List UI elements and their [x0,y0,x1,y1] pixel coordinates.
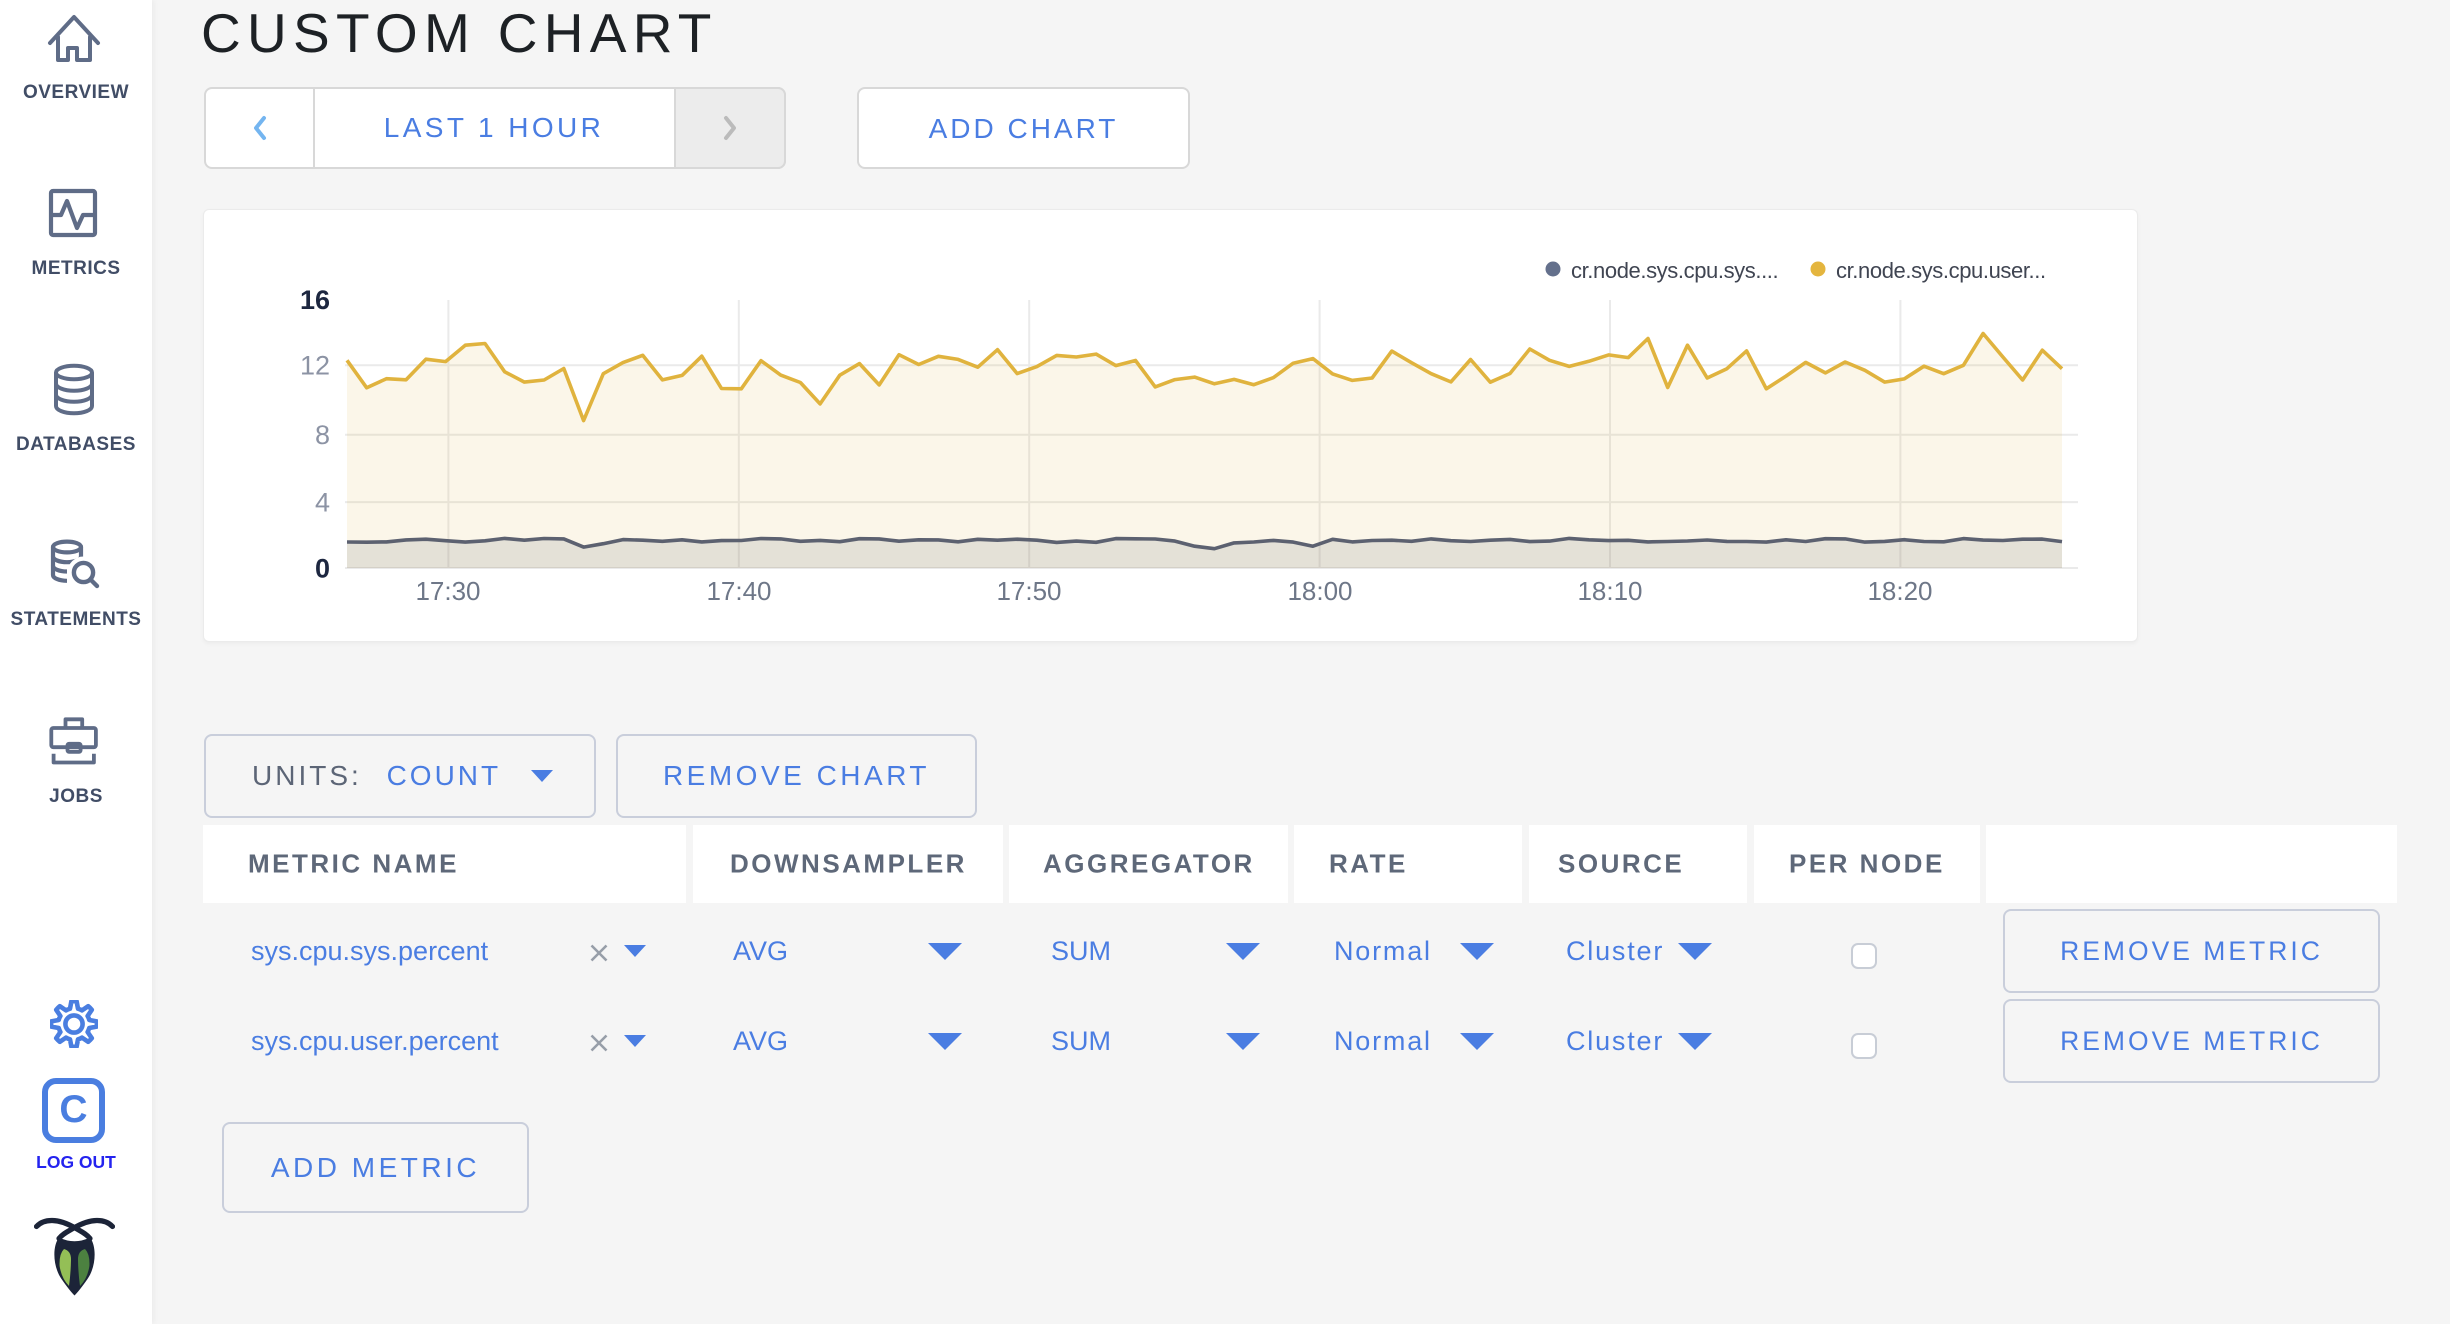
svg-text:18:10: 18:10 [1577,576,1642,606]
svg-text:18:20: 18:20 [1867,576,1932,606]
svg-text:cr.node.sys.cpu.user...: cr.node.sys.cpu.user... [1836,258,2046,283]
svg-text:18:00: 18:00 [1287,576,1352,606]
svg-text:0: 0 [315,554,330,584]
svg-text:17:40: 17:40 [706,576,771,606]
svg-text:17:30: 17:30 [415,576,480,606]
svg-text:16: 16 [300,285,330,315]
svg-text:cr.node.sys.cpu.sys....: cr.node.sys.cpu.sys.... [1571,258,1778,283]
svg-text:4: 4 [315,488,330,518]
svg-text:8: 8 [315,420,330,450]
svg-text:17:50: 17:50 [996,576,1061,606]
svg-text:12: 12 [300,351,330,381]
